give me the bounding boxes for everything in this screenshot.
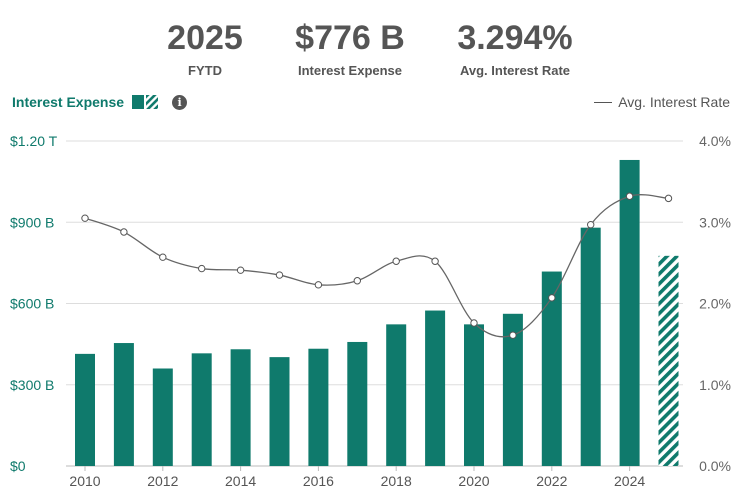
- bar: [75, 353, 95, 466]
- rate-point: [431, 257, 439, 265]
- info-icon[interactable]: i: [172, 94, 188, 110]
- y-right-tick-label: 2.0%: [699, 296, 731, 312]
- stat-rate-label: Avg. Interest Rate: [459, 63, 571, 78]
- rate-point: [509, 331, 517, 339]
- x-tick-label: 2010: [69, 473, 100, 489]
- bar: [152, 368, 173, 466]
- rate-point: [198, 264, 206, 273]
- legend-line-swatch: [594, 101, 613, 103]
- stat-year-value: 2025: [167, 19, 243, 57]
- y-right-tick-label: 0.0%: [699, 458, 731, 474]
- bar: [386, 324, 407, 466]
- stat-avg-interest-rate: 3.294% Avg. Interest Rate: [440, 18, 590, 80]
- x-tick-label: 2024: [614, 473, 645, 489]
- rate-point: [236, 266, 245, 274]
- rate-point: [587, 220, 595, 229]
- x-tick-label: 2018: [381, 473, 412, 489]
- bar: [502, 313, 523, 466]
- bar: [308, 348, 329, 466]
- bar-partial-year: [658, 255, 679, 466]
- stat-expense-label: Interest Expense: [297, 63, 403, 78]
- stat-rate-value: 3.294%: [457, 19, 573, 57]
- x-tick-label: 2016: [303, 473, 334, 489]
- rate-point: [275, 271, 284, 279]
- bar: [425, 310, 446, 466]
- x-tick-label: 2014: [225, 473, 256, 489]
- stat-expense-value: $776 B: [295, 19, 405, 57]
- bar: [580, 227, 601, 466]
- rate-point: [120, 228, 128, 236]
- summary-stats: 2025 FYTD $776 B Interest Expense 3.294%…: [0, 18, 740, 88]
- rate-line: [84, 194, 669, 338]
- legend-interest-expense: Interest Expense i: [12, 92, 188, 112]
- bar: [191, 353, 212, 466]
- rate-point: [548, 294, 556, 302]
- stat-fytd: 2025 FYTD: [150, 18, 260, 80]
- y-left-tick-label: $900 B: [10, 214, 54, 230]
- x-tick-label: 2020: [458, 473, 489, 489]
- legend-avg-interest-rate: Avg. Interest Rate: [594, 92, 730, 112]
- legend-hatched-swatch: [146, 95, 159, 109]
- rate-point: [353, 277, 361, 285]
- y-right-tick-label: 1.0%: [699, 377, 731, 393]
- rate-point: [664, 194, 673, 203]
- rate-point: [392, 257, 400, 265]
- stat-year-label: FYTD: [188, 63, 222, 78]
- bar: [464, 324, 484, 466]
- bar: [541, 271, 562, 466]
- bar: [113, 343, 134, 466]
- bar: [230, 349, 251, 466]
- rate-point: [81, 214, 89, 222]
- y-left-tick-label: $1.20 T: [10, 133, 58, 149]
- legend-solid-swatch: [132, 95, 145, 109]
- x-tick-label: 2022: [536, 473, 567, 489]
- stat-interest-expense: $776 B Interest Expense: [280, 18, 420, 80]
- rate-point: [159, 253, 167, 261]
- rate-point: [625, 192, 634, 200]
- bar: [619, 159, 640, 467]
- rate-point: [314, 281, 323, 289]
- y-left-tick-label: $300 B: [10, 377, 54, 393]
- y-right-tick-label: 4.0%: [699, 133, 731, 149]
- y-right-tick-label: 3.0%: [699, 214, 731, 230]
- bar: [269, 357, 290, 466]
- bar: [347, 341, 368, 466]
- x-tick-label: 2012: [147, 473, 178, 489]
- legend-line-label: Avg. Interest Rate: [618, 94, 730, 110]
- y-left-tick-label: $600 B: [10, 296, 54, 312]
- rate-point: [470, 319, 478, 327]
- legend-bars-label: Interest Expense: [12, 94, 125, 110]
- y-left-tick-label: $0: [10, 458, 26, 474]
